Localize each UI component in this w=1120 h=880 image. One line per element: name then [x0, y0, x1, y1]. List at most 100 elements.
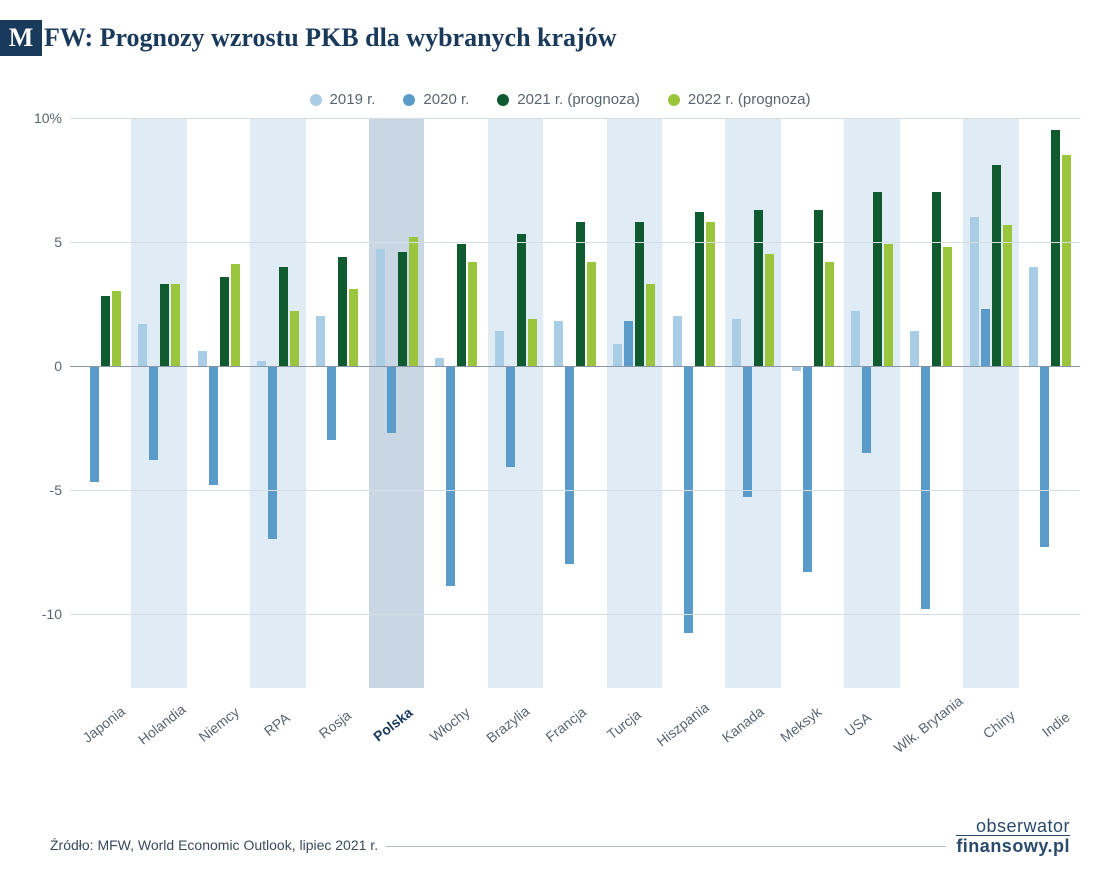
legend-item: 2021 r. (prognoza): [497, 91, 640, 108]
y-tick-label: -10: [42, 606, 62, 622]
country-band: [131, 118, 186, 688]
data-bar: [684, 366, 693, 634]
legend-swatch: [310, 94, 322, 106]
legend-label: 2022 r. (prognoza): [688, 91, 811, 108]
legend-item: 2020 r.: [403, 91, 469, 108]
country-band: [191, 118, 246, 688]
data-bar: [565, 366, 574, 564]
data-bar: [327, 366, 336, 440]
country-group: [783, 118, 842, 688]
source-divider: [386, 846, 946, 847]
data-bar: [435, 358, 444, 365]
legend-label: 2019 r.: [330, 91, 376, 108]
data-bar: [495, 331, 504, 366]
logo-bottom-text: finansowy.pl: [956, 835, 1070, 855]
data-bar: [1051, 130, 1060, 365]
chart-title: FW: Prognozy wzrostu PKB dla wybranych k…: [44, 23, 616, 53]
country-band: [310, 118, 365, 688]
y-tick-label: 5: [54, 234, 62, 250]
country-group: [605, 118, 664, 688]
chart-plot-area: -10-50510%: [70, 118, 1080, 688]
data-bar: [765, 254, 774, 366]
data-bar: [970, 217, 979, 366]
data-bar: [921, 366, 930, 609]
data-bar: [409, 237, 418, 366]
data-bar: [209, 366, 218, 485]
data-bar: [743, 366, 752, 497]
data-bar: [943, 247, 952, 366]
zero-line: [70, 366, 1080, 367]
data-bar: [814, 210, 823, 366]
data-bar: [576, 222, 585, 366]
data-bar: [338, 257, 347, 366]
y-tick-label: 0: [54, 358, 62, 374]
legend-swatch: [668, 94, 680, 106]
data-bar: [279, 267, 288, 366]
country-band: [250, 118, 305, 688]
data-bar: [1029, 267, 1038, 366]
country-band: [725, 118, 780, 688]
country-group: [367, 118, 426, 688]
country-band: [666, 118, 721, 688]
data-bar: [160, 284, 169, 366]
gridline: [70, 118, 1080, 119]
data-bar: [613, 344, 622, 366]
data-bar: [587, 262, 596, 366]
data-bar: [171, 284, 180, 366]
y-tick-label: -5: [50, 482, 62, 498]
country-band: [72, 118, 127, 688]
data-bar: [90, 366, 99, 482]
data-bar: [981, 309, 990, 366]
plot-region: [70, 118, 1080, 688]
data-bar: [554, 321, 563, 366]
data-bar: [635, 222, 644, 366]
data-bar: [754, 210, 763, 366]
country-band: [488, 118, 543, 688]
country-group: [486, 118, 545, 688]
data-bar: [517, 234, 526, 365]
legend-swatch: [497, 94, 509, 106]
data-bar: [138, 324, 147, 366]
gridline: [70, 490, 1080, 491]
data-bar: [732, 319, 741, 366]
legend-item: 2022 r. (prognoza): [668, 91, 811, 108]
country-group: [189, 118, 248, 688]
legend-item: 2019 r.: [310, 91, 376, 108]
legend-swatch: [403, 94, 415, 106]
data-bar: [149, 366, 158, 460]
chart-legend: 2019 r. 2020 r. 2021 r. (prognoza) 2022 r. …: [0, 91, 1120, 108]
data-bar: [101, 296, 110, 365]
data-bar: [1062, 155, 1071, 366]
data-bar: [825, 262, 834, 366]
country-band: [369, 118, 424, 688]
y-axis: -10-50510%: [30, 118, 70, 688]
logo-top-text: obserwator: [956, 817, 1070, 835]
gridline: [70, 242, 1080, 243]
legend-label: 2020 r.: [423, 91, 469, 108]
data-bar: [673, 316, 682, 366]
data-bar: [862, 366, 871, 453]
data-bar: [316, 316, 325, 366]
country-group: [70, 118, 129, 688]
data-bar: [910, 331, 919, 366]
data-bar: [112, 291, 121, 365]
data-bar: [851, 311, 860, 366]
chart-footer: Źródło: MFW, World Economic Outlook, lip…: [50, 817, 1070, 855]
data-bar: [387, 366, 396, 433]
country-group: [664, 118, 723, 688]
data-bar: [468, 262, 477, 366]
source-text: Źródło: MFW, World Economic Outlook, lip…: [50, 837, 946, 855]
data-bar: [198, 351, 207, 366]
chart-header: M FW: Prognozy wzrostu PKB dla wybranych…: [0, 0, 1120, 56]
data-bar: [695, 212, 704, 366]
data-bar: [873, 192, 882, 365]
data-bar: [290, 311, 299, 366]
data-bar: [349, 289, 358, 366]
data-bar: [1040, 366, 1049, 547]
country-group: [1021, 118, 1080, 688]
data-bar: [803, 366, 812, 572]
data-bar: [992, 165, 1001, 366]
data-bar: [231, 264, 240, 366]
data-bar: [268, 366, 277, 539]
data-bar: [528, 319, 537, 366]
